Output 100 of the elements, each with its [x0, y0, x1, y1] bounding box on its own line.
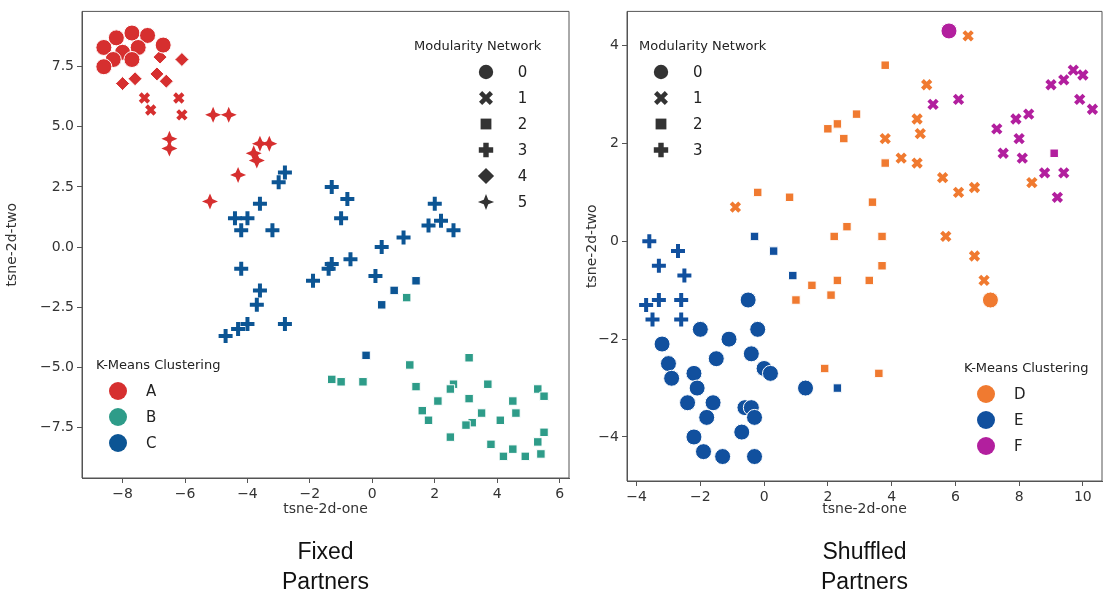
point	[154, 36, 172, 54]
point	[807, 280, 817, 291]
point	[832, 275, 843, 286]
y-tick-label: 7.5	[51, 57, 74, 74]
point	[419, 216, 438, 235]
point	[486, 439, 496, 450]
point	[250, 194, 269, 213]
point	[139, 26, 157, 44]
point	[263, 221, 282, 240]
legend-label: D	[1014, 384, 1026, 405]
point	[149, 66, 165, 82]
point	[968, 249, 981, 263]
point	[1051, 191, 1064, 204]
point	[739, 291, 757, 309]
legend-label: B	[146, 407, 157, 428]
point	[761, 364, 779, 382]
point	[688, 379, 706, 397]
point	[394, 228, 413, 247]
point	[939, 230, 953, 243]
point	[714, 448, 732, 466]
x-tick-label: 8	[1014, 488, 1024, 505]
point	[878, 132, 892, 145]
point	[1038, 166, 1051, 180]
point	[338, 190, 357, 208]
point	[832, 119, 843, 129]
point	[1086, 102, 1099, 116]
x-tick-label: −8	[112, 485, 133, 502]
point	[539, 391, 549, 401]
point	[1057, 73, 1070, 87]
point	[230, 166, 247, 183]
x-tick-label: 4	[492, 485, 502, 502]
point	[201, 193, 218, 210]
point	[874, 368, 884, 379]
point	[920, 78, 933, 92]
x-tick-label: −6	[174, 485, 196, 502]
point	[376, 300, 387, 310]
x-tick-label: −4	[237, 485, 258, 502]
point	[675, 266, 694, 285]
point	[704, 394, 722, 412]
annotation: 1	[693, 88, 703, 110]
point	[952, 186, 965, 199]
point	[498, 451, 509, 462]
annotation: 5	[517, 192, 528, 214]
point	[839, 133, 849, 144]
point	[977, 274, 991, 287]
annotation: Modularity Network	[639, 37, 767, 56]
y-tick-label: 2.5	[51, 177, 74, 194]
legend-title: K-Means Clustering	[96, 356, 221, 374]
point	[940, 22, 958, 40]
x-tick-label: −2	[299, 485, 321, 502]
y-axis-title: tsne-2d-two	[583, 204, 600, 289]
point	[672, 310, 691, 329]
y-tick-label: −7.5	[40, 418, 74, 435]
point	[819, 363, 830, 374]
point	[172, 91, 186, 105]
point	[433, 396, 443, 406]
annotation: Modularity Network	[414, 37, 542, 56]
point	[663, 369, 681, 387]
point	[842, 221, 852, 232]
annotation: 0	[693, 62, 703, 84]
point	[640, 232, 659, 251]
point	[877, 261, 887, 271]
point	[823, 124, 833, 134]
point	[864, 275, 875, 286]
point	[508, 444, 518, 454]
point	[784, 192, 795, 203]
point	[910, 112, 924, 126]
point	[990, 122, 1004, 136]
point	[679, 394, 697, 412]
point	[158, 73, 174, 89]
annotation: 3	[517, 140, 528, 162]
y-tick-label: −2	[598, 329, 619, 346]
x-tick-label: 0	[367, 485, 377, 502]
point	[880, 158, 890, 168]
point	[894, 151, 908, 165]
point	[247, 295, 266, 314]
point	[115, 76, 131, 92]
point	[749, 231, 760, 242]
point	[791, 295, 801, 305]
annotation: 0	[517, 62, 528, 84]
legend-title: K-Means Clustering	[964, 359, 1089, 377]
point	[1073, 93, 1086, 106]
point	[520, 451, 531, 462]
legend-label: E	[1014, 410, 1024, 431]
point	[327, 374, 337, 385]
point	[720, 330, 738, 348]
point	[127, 71, 143, 87]
point	[269, 173, 288, 192]
point	[685, 364, 703, 382]
point	[461, 420, 471, 430]
legend-label: F	[1014, 436, 1023, 457]
point	[232, 259, 251, 278]
point	[936, 171, 949, 184]
point	[411, 381, 421, 392]
point	[996, 147, 1010, 160]
point	[444, 221, 463, 240]
point	[1012, 132, 1026, 145]
point	[205, 106, 222, 123]
x-tick-label: 2	[430, 485, 440, 502]
point	[405, 360, 415, 370]
